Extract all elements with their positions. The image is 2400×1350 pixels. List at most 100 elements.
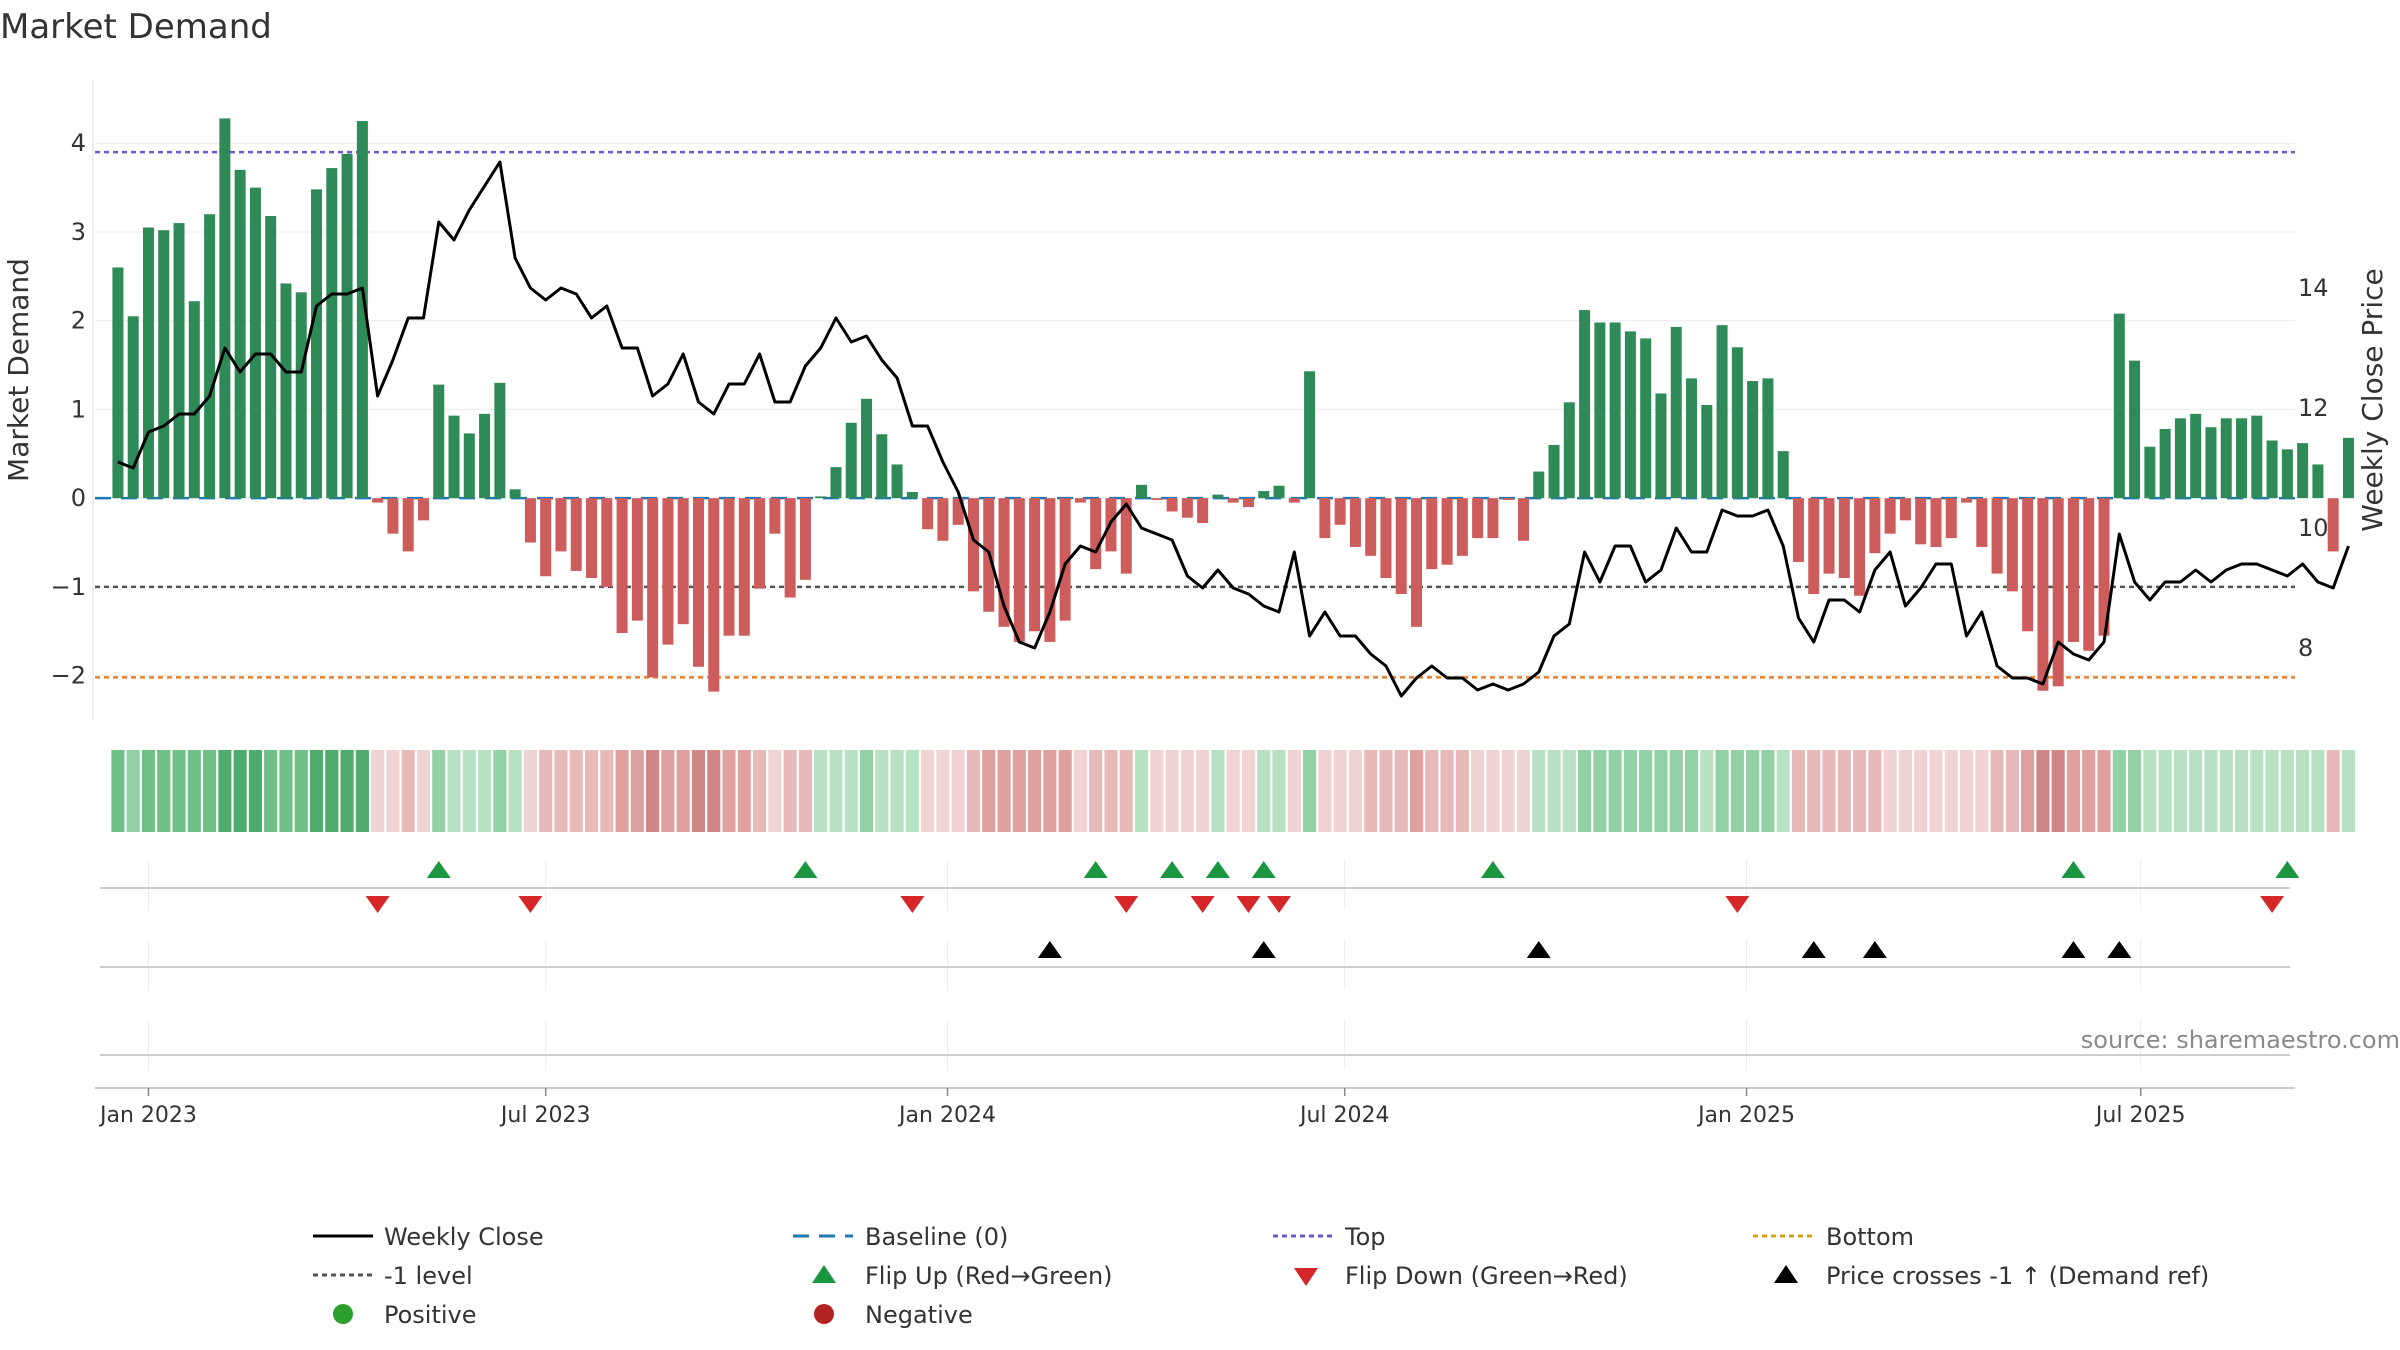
- legend-label-baseline: Baseline (0): [865, 1223, 1008, 1251]
- demand-bar: [1395, 498, 1407, 594]
- demand-bar: [2236, 418, 2248, 499]
- demand-bar: [616, 498, 628, 634]
- heat-cell: [646, 750, 660, 832]
- demand-bar: [1151, 498, 1163, 500]
- left-tick-label: 0: [71, 484, 86, 512]
- demand-bar: [952, 498, 964, 525]
- heat-cell: [126, 750, 140, 832]
- legend-item-minus-one: -1 level: [313, 1262, 473, 1290]
- demand-bar: [2342, 437, 2354, 499]
- reference-lines: [95, 150, 2295, 679]
- demand-bar: [1976, 498, 1988, 547]
- demand-bar: [1961, 498, 1973, 503]
- demand-bar: [754, 498, 766, 589]
- demand-bar: [1242, 498, 1254, 508]
- heat-cell: [1807, 750, 1821, 832]
- demand-bar: [1074, 498, 1086, 503]
- legend-marker-positive: [333, 1304, 353, 1324]
- x-axis: Jan 2023 Jul 2023 Jan 2024 Jul 2024 Jan 2025…: [95, 1087, 2295, 1128]
- demand-bar: [555, 498, 567, 552]
- heat-cell: [2005, 750, 2019, 832]
- demand-bar: [1227, 498, 1239, 503]
- demand-bar: [1120, 498, 1132, 574]
- heat-cell: [1486, 750, 1500, 832]
- legend-marker-negative: [814, 1304, 834, 1324]
- legend-item-flip-down: Flip Down (Green→Red): [1294, 1262, 1628, 1290]
- left-tick-label: −1: [51, 573, 86, 601]
- heat-cell: [844, 750, 858, 832]
- demand-bar: [219, 118, 231, 499]
- right-axis: 8 10 12 14: [2298, 274, 2329, 662]
- heat-cell: [737, 750, 751, 832]
- demand-bar: [356, 121, 368, 499]
- demand-bar: [326, 168, 338, 499]
- demand-heat-strip: [111, 750, 2356, 832]
- flip-down-marker: [1236, 896, 1261, 913]
- demand-bar: [1991, 498, 2003, 574]
- demand-bar: [1640, 338, 1652, 499]
- heat-cell: [2234, 750, 2249, 832]
- heat-cell: [615, 750, 629, 832]
- demand-bar: [601, 498, 613, 587]
- heat-cell: [1303, 750, 1317, 832]
- legend-item-bottom: Bottom: [1753, 1223, 1914, 1251]
- left-axis: −2 −1 0 1 2 3 4: [51, 80, 94, 720]
- price-cross-marker: [1862, 941, 1887, 958]
- flip-up-marker: [2061, 861, 2086, 878]
- demand-bar: [341, 153, 353, 499]
- demand-bar: [463, 433, 475, 499]
- flip-up-marker: [793, 861, 818, 878]
- demand-bar: [1517, 498, 1529, 541]
- demand-bar: [311, 189, 323, 499]
- demand-bar: [387, 498, 399, 534]
- weekly-close-line: [117, 160, 2350, 698]
- left-tick-label: 3: [71, 218, 86, 246]
- demand-bar: [1487, 498, 1499, 539]
- demand-bar: [1456, 498, 1468, 556]
- demand-bar: [1304, 371, 1316, 499]
- legend-label-minus-one: -1 level: [384, 1262, 473, 1290]
- demand-bar: [1029, 498, 1041, 632]
- heat-cell: [1654, 750, 1668, 832]
- main-grid: [95, 142, 2295, 677]
- demand-bar: [2190, 413, 2202, 499]
- demand-bar: [1670, 326, 1682, 499]
- heat-cell: [1028, 750, 1042, 832]
- heat-cell: [753, 750, 767, 832]
- x-tick-label: Jan 2024: [897, 1103, 996, 1128]
- left-tick-label: 2: [71, 307, 86, 335]
- demand-bar: [2327, 498, 2339, 552]
- demand-bar: [570, 498, 582, 571]
- heat-cell: [569, 750, 583, 832]
- demand-bar: [937, 498, 949, 541]
- demand-bar: [479, 413, 491, 499]
- demand-bar: [1808, 498, 1820, 594]
- heat-cell: [1853, 750, 1867, 832]
- demand-bar: [1701, 405, 1713, 499]
- heat-cell: [905, 750, 919, 832]
- heat-cell: [309, 750, 324, 832]
- demand-bar: [1059, 498, 1071, 621]
- demand-bar: [1533, 471, 1545, 499]
- heat-cell: [1532, 750, 1546, 832]
- demand-bar: [784, 498, 796, 598]
- demand-bar: [524, 498, 536, 543]
- demand-bar: [1579, 310, 1591, 499]
- heat-cell: [2204, 750, 2218, 832]
- heat-cell: [1761, 750, 1775, 832]
- flip-down-marker: [518, 896, 543, 913]
- flip-down-marker: [2260, 896, 2285, 913]
- demand-bar: [1548, 444, 1560, 499]
- heat-cell: [1547, 750, 1561, 832]
- heat-cell: [1944, 750, 1958, 832]
- demand-bar: [631, 498, 643, 621]
- heat-cell: [248, 750, 262, 832]
- demand-bar: [1945, 498, 1957, 539]
- heat-cell: [1394, 750, 1408, 832]
- legend-marker-flip-down: [1294, 1268, 1318, 1286]
- heat-cell: [1134, 750, 1149, 832]
- heat-cell: [1730, 750, 1744, 832]
- flip-up-marker: [1160, 861, 1185, 878]
- demand-bar: [1472, 498, 1484, 539]
